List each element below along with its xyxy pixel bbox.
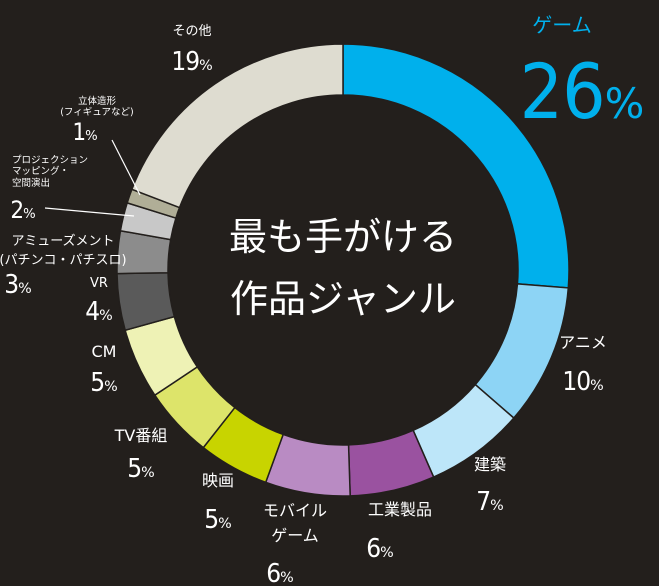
value-unit: %	[23, 207, 36, 222]
value-label: 5%	[127, 454, 154, 484]
value-number: 4	[85, 297, 99, 327]
value-label: 10%	[562, 367, 603, 397]
category-label: ゲーム	[271, 526, 319, 545]
category-label: アニメ	[559, 333, 607, 352]
value-number: 6	[266, 559, 280, 586]
value-unit: %	[99, 308, 113, 324]
value-label: 5%	[204, 505, 231, 535]
category-label: (フィギュアなど)	[60, 107, 134, 118]
donut-segment	[130, 43, 344, 209]
value-unit: %	[490, 498, 504, 514]
value-unit: %	[605, 79, 645, 128]
category-label: 工業製品	[368, 500, 432, 519]
value-unit: %	[141, 465, 155, 481]
value-label: 26%	[520, 47, 645, 136]
leader-line	[44, 207, 135, 217]
value-label: 3%	[4, 270, 31, 300]
category-label: CM	[92, 342, 117, 361]
category-label: TV番組	[114, 426, 168, 445]
value-label: 7%	[476, 487, 503, 517]
category-label: 立体造形	[78, 95, 117, 107]
category-label: 建築	[474, 455, 506, 474]
value-unit: %	[218, 516, 232, 532]
value-number: 2	[10, 196, 23, 224]
value-label: 1%	[72, 118, 97, 146]
value-number: 10	[562, 367, 590, 397]
category-label: (パチンコ・パチスロ)	[0, 253, 127, 268]
category-label: モバイル	[263, 501, 327, 520]
leader-line	[111, 139, 141, 196]
value-number: 26	[520, 47, 605, 136]
value-label: 6%	[266, 559, 293, 586]
chart-title: 作品ジャンル	[230, 277, 456, 321]
value-label: 2%	[10, 196, 35, 224]
category-label: ゲーム	[532, 13, 591, 37]
category-label: その他	[172, 24, 211, 39]
value-unit: %	[18, 281, 32, 297]
category-label: マッピング・	[12, 165, 69, 177]
chart-title: 最も手がける	[229, 215, 457, 259]
value-unit: %	[280, 570, 294, 586]
value-number: 19	[171, 47, 199, 77]
value-number: 6	[366, 534, 380, 564]
value-number: 7	[476, 487, 490, 517]
value-label: 6%	[366, 534, 393, 564]
category-label: 空間演出	[12, 177, 50, 189]
category-label: プロジェクション	[12, 155, 88, 166]
value-number: 5	[90, 368, 104, 398]
value-label: 19%	[171, 47, 212, 77]
value-unit: %	[104, 379, 118, 395]
value-unit: %	[85, 129, 98, 144]
value-number: 1	[72, 118, 85, 146]
value-unit: %	[380, 545, 394, 561]
value-unit: %	[199, 58, 213, 74]
value-label: 5%	[90, 368, 117, 398]
value-label: 4%	[85, 297, 112, 327]
value-number: 3	[4, 270, 18, 300]
value-number: 5	[204, 505, 218, 535]
category-label: 映画	[202, 471, 234, 490]
category-label: アミューズメント	[11, 233, 114, 249]
value-number: 5	[127, 454, 141, 484]
value-unit: %	[590, 378, 604, 394]
category-label: VR	[90, 276, 108, 291]
donut	[116, 43, 570, 497]
